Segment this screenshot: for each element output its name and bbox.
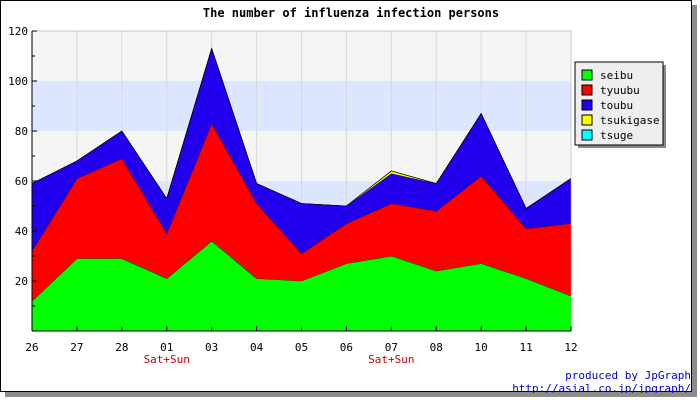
- legend-swatch-tsuge: [581, 129, 593, 141]
- x-tick-label: 11: [519, 341, 532, 354]
- x-tick-label: 10: [475, 341, 488, 354]
- x-tick-label: 04: [250, 341, 264, 354]
- x-tick-label: 26: [25, 341, 38, 354]
- y-tick-labels: 20 40 60 80 100 120: [8, 25, 28, 288]
- x-tick-label: 03: [205, 341, 218, 354]
- x-tick-label: 07: [385, 341, 398, 354]
- legend-swatch-tsukigase: [581, 114, 593, 126]
- x-tick-note: Sat+Sun: [368, 353, 414, 366]
- axes: [31, 30, 572, 332]
- y-tick-label: 120: [8, 25, 28, 38]
- area-tyuubu: [32, 123, 571, 301]
- legend-swatch-toubu: [581, 99, 593, 111]
- x-tick-label: 05: [295, 341, 308, 354]
- legend-label-seibu: seibu: [600, 69, 633, 82]
- y-tick-label: 40: [15, 225, 28, 238]
- credit-line-1: produced by JpGraph: [565, 369, 691, 382]
- legend: seibu tyuubu toubu tsukigase tsuge: [574, 61, 666, 148]
- stacked-areas: [31, 47, 572, 331]
- legend-swatch-seibu: [581, 69, 593, 81]
- y-tick-label: 80: [15, 125, 28, 138]
- y-tick-label: 20: [15, 275, 28, 288]
- legend-swatch-tyuubu: [581, 84, 593, 96]
- x-tick-label: 27: [70, 341, 83, 354]
- y-tick-label: 60: [15, 175, 28, 188]
- x-tick-label: 01: [160, 341, 173, 354]
- chart-svg: The number of influenza infection person…: [8, 6, 691, 393]
- x-tick-label: 12: [564, 341, 577, 354]
- area-toubu: [32, 48, 571, 254]
- y-tick-label: 100: [8, 75, 28, 88]
- credit-link[interactable]: http://asial.co.jp/jpgraph/: [512, 382, 691, 393]
- x-tick-label: 28: [115, 341, 128, 354]
- x-tick-label: 08: [430, 341, 443, 354]
- area-seibu: [32, 241, 571, 331]
- x-tick-note: Sat+Sun: [144, 353, 190, 366]
- legend-label-tyuubu: tyuubu: [600, 84, 640, 97]
- x-tick-label: 06: [340, 341, 353, 354]
- chart-title: The number of influenza infection person…: [203, 6, 499, 20]
- chart-frame: The number of influenza infection person…: [0, 0, 692, 393]
- legend-label-tsukigase: tsukigase: [600, 114, 660, 127]
- legend-label-toubu: toubu: [600, 99, 633, 112]
- legend-label-tsuge: tsuge: [600, 129, 633, 142]
- area-edge-tsuge: [31, 47, 572, 209]
